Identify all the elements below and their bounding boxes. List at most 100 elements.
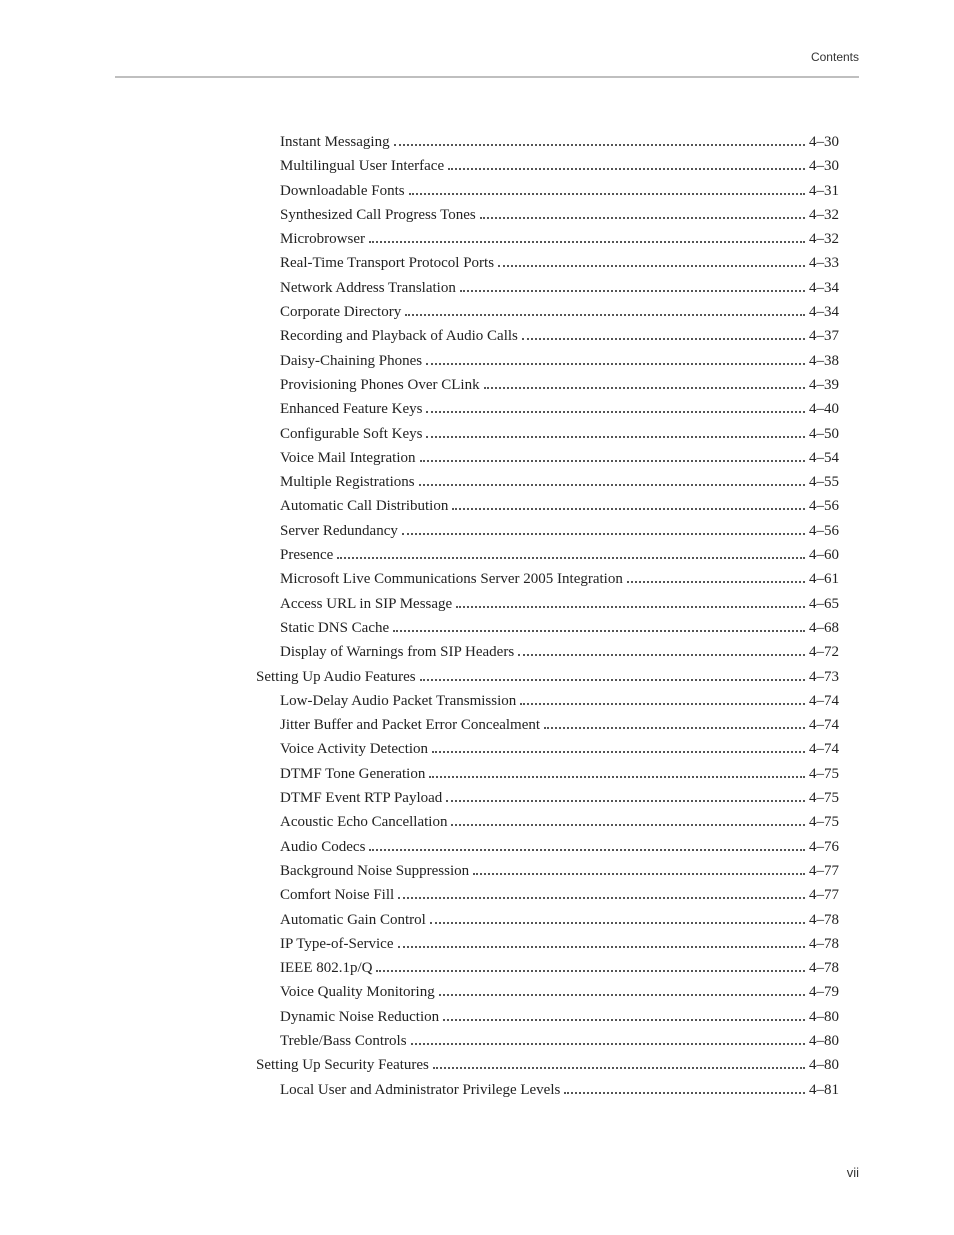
toc-line: Daisy-Chaining Phones 4–38 (280, 349, 839, 373)
toc-leader-dots (420, 672, 805, 681)
toc-title: Dynamic Noise Reduction (280, 1005, 439, 1029)
toc-title: Daisy-Chaining Phones (280, 349, 422, 373)
toc-leader-dots (393, 623, 805, 632)
toc-title: Access URL in SIP Message (280, 592, 452, 616)
toc-leader-dots (369, 842, 805, 851)
toc-title: Background Noise Suppression (280, 859, 469, 883)
toc-page: 4–75 (809, 762, 839, 786)
toc-leader-dots (564, 1085, 805, 1094)
toc-leader-dots (409, 186, 805, 195)
toc-title: Real-Time Transport Protocol Ports (280, 251, 494, 275)
toc-line: Voice Activity Detection 4–74 (280, 737, 839, 761)
toc-leader-dots (451, 817, 805, 826)
toc-line: Low-Delay Audio Packet Transmission4–74 (280, 689, 839, 713)
toc-leader-dots (460, 283, 805, 292)
toc-leader-dots (433, 1060, 805, 1069)
toc-line: IP Type-of-Service4–78 (280, 932, 839, 956)
toc-page: 4–38 (809, 349, 839, 373)
toc-title: Comfort Noise Fill (280, 883, 394, 907)
toc-leader-dots (426, 404, 805, 413)
toc-line: Background Noise Suppression4–77 (280, 859, 839, 883)
toc-line: Display of Warnings from SIP Headers 4–72 (280, 640, 839, 664)
toc-title: Acoustic Echo Cancellation (280, 810, 447, 834)
toc-page: 4–30 (809, 154, 839, 178)
toc-leader-dots (432, 744, 805, 753)
toc-title: IEEE 802.1p/Q (280, 956, 372, 980)
toc-line: Audio Codecs 4–76 (280, 835, 839, 859)
page-number: vii (847, 1165, 859, 1180)
toc-page: 4–80 (809, 1053, 839, 1077)
toc-title: Treble/Bass Controls (280, 1029, 407, 1053)
toc-line: Network Address Translation4–34 (280, 276, 839, 300)
toc-title: Display of Warnings from SIP Headers (280, 640, 514, 664)
toc-leader-dots (420, 453, 805, 462)
toc-line: Recording and Playback of Audio Calls4–3… (280, 324, 839, 348)
toc-title: Downloadable Fonts (280, 179, 405, 203)
toc-leader-dots (544, 720, 805, 729)
toc-title: Network Address Translation (280, 276, 456, 300)
toc-leader-dots (429, 769, 805, 778)
toc-line: Enhanced Feature Keys4–40 (280, 397, 839, 421)
toc-page: 4–56 (809, 494, 839, 518)
toc-leader-dots (520, 696, 805, 705)
toc-page: 4–50 (809, 422, 839, 446)
toc-line: Real-Time Transport Protocol Ports4–33 (280, 251, 839, 275)
toc-page: 4–80 (809, 1029, 839, 1053)
toc-line: Dynamic Noise Reduction4–80 (280, 1005, 839, 1029)
toc-leader-dots (456, 599, 805, 608)
toc-line: Multilingual User Interface4–30 (280, 154, 839, 178)
toc-title: Local User and Administrator Privilege L… (280, 1078, 560, 1102)
toc-page: 4–55 (809, 470, 839, 494)
toc-line: Server Redundancy4–56 (280, 519, 839, 543)
toc-title: Provisioning Phones Over CLink (280, 373, 480, 397)
toc-leader-dots (522, 331, 805, 340)
toc-line: DTMF Tone Generation 4–75 (280, 762, 839, 786)
toc-title: IP Type-of-Service (280, 932, 394, 956)
toc-line: Synthesized Call Progress Tones 4–32 (280, 203, 839, 227)
toc-title: Audio Codecs (280, 835, 365, 859)
toc-leader-dots (405, 307, 805, 316)
toc-title: Multiple Registrations (280, 470, 415, 494)
toc-leader-dots (448, 161, 805, 170)
toc-page: 4–76 (809, 835, 839, 859)
toc-leader-dots (402, 526, 805, 535)
toc-line: Setting Up Security Features 4–80 (256, 1053, 839, 1077)
toc-line: Setting Up Audio Features4–73 (256, 665, 839, 689)
toc-title: Static DNS Cache (280, 616, 389, 640)
toc-line: Static DNS Cache4–68 (280, 616, 839, 640)
toc-title: Synthesized Call Progress Tones (280, 203, 476, 227)
toc-page: 4–77 (809, 883, 839, 907)
toc-leader-dots (452, 501, 805, 510)
toc-line: Access URL in SIP Message4–65 (280, 592, 839, 616)
toc-title: Setting Up Security Features (256, 1053, 429, 1077)
toc-page: 4–74 (809, 689, 839, 713)
toc-page: 4–74 (809, 737, 839, 761)
toc-leader-dots (473, 866, 805, 875)
toc-title: Voice Activity Detection (280, 737, 428, 761)
toc-leader-dots (398, 939, 806, 948)
toc-leader-dots (426, 429, 805, 438)
toc-leader-dots (419, 477, 805, 486)
toc-line: Voice Quality Monitoring4–79 (280, 980, 839, 1004)
toc-line: DTMF Event RTP Payload4–75 (280, 786, 839, 810)
toc-page: 4–56 (809, 519, 839, 543)
toc-leader-dots (369, 234, 805, 243)
toc-title: DTMF Tone Generation (280, 762, 425, 786)
toc-title: Enhanced Feature Keys (280, 397, 422, 421)
toc-title: Automatic Call Distribution (280, 494, 448, 518)
toc-leader-dots (446, 793, 805, 802)
toc-page: 4–32 (809, 227, 839, 251)
toc-page: 4–75 (809, 810, 839, 834)
toc-leader-dots (480, 210, 805, 219)
toc-title: Presence (280, 543, 333, 567)
toc-line: Treble/Bass Controls 4–80 (280, 1029, 839, 1053)
toc-page: 4–32 (809, 203, 839, 227)
toc-page: 4–34 (809, 300, 839, 324)
toc-leader-dots (518, 647, 805, 656)
toc-line: Local User and Administrator Privilege L… (280, 1078, 839, 1102)
toc-page: 4–72 (809, 640, 839, 664)
toc-page: 4–39 (809, 373, 839, 397)
toc-page: 4–75 (809, 786, 839, 810)
header-label: Contents (811, 50, 859, 64)
toc-leader-dots (439, 987, 805, 996)
